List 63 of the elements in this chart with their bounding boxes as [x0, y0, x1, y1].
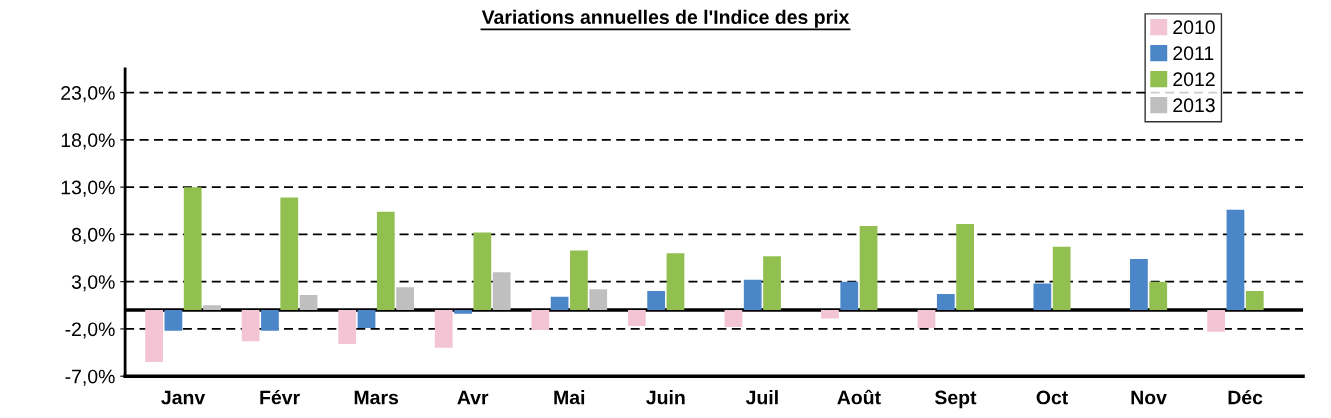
x-tick-label: Nov — [1131, 390, 1167, 405]
bar — [357, 310, 376, 328]
bar — [145, 310, 163, 363]
y-tick-label: 18,0% — [61, 133, 115, 150]
bar — [821, 310, 839, 319]
bar — [1052, 246, 1071, 311]
bar — [859, 225, 878, 311]
bar — [936, 293, 955, 311]
bar — [531, 310, 550, 330]
legend-label: 2011 — [1173, 46, 1214, 61]
bar — [299, 294, 318, 311]
bar — [280, 197, 299, 311]
bar — [454, 310, 472, 314]
x-tick-label: Août — [837, 389, 881, 405]
bar — [956, 224, 974, 311]
bar — [1033, 283, 1052, 311]
legend-label: 2010 — [1173, 20, 1215, 35]
bar — [627, 310, 646, 327]
y-tick-label: 8,0% — [71, 227, 115, 244]
bar — [1207, 310, 1226, 332]
legend-label: 2012 — [1173, 72, 1215, 87]
y-tick-label: 3,0% — [71, 275, 115, 292]
chart-title: Variations annuelles de l'Indice des prix — [481, 9, 850, 28]
bar — [1226, 209, 1245, 311]
bar — [183, 187, 202, 311]
x-tick-label: Oct — [1036, 390, 1068, 405]
bar — [1245, 291, 1264, 311]
bar — [550, 296, 569, 311]
bar — [917, 310, 936, 328]
bar — [570, 250, 588, 311]
bar — [743, 279, 762, 311]
x-tick-label: Avr — [457, 390, 489, 405]
bar — [1130, 258, 1148, 311]
y-tick-label: -2,0% — [65, 322, 115, 339]
x-tick-label: Sept — [934, 390, 977, 409]
bar — [666, 253, 685, 311]
bar — [763, 256, 781, 311]
bar — [647, 291, 666, 311]
x-tick-label: Juil — [745, 390, 778, 405]
bar — [203, 305, 221, 311]
y-tick-label: 13,0% — [61, 180, 115, 197]
bar — [241, 310, 260, 342]
y-tick-label: -7,0% — [65, 369, 115, 386]
bar — [376, 211, 395, 311]
bar — [589, 289, 608, 311]
x-tick-label: Janv — [161, 390, 206, 405]
bar — [434, 310, 453, 348]
bar — [396, 287, 414, 311]
x-tick-label: Déc — [1228, 389, 1263, 405]
bar — [164, 310, 183, 331]
bar — [261, 310, 279, 331]
bar — [840, 281, 859, 311]
bar — [724, 310, 743, 328]
x-tick-label: Févr — [260, 389, 300, 405]
y-tick-label: 23,0% — [61, 86, 115, 103]
x-tick-label: Mars — [354, 390, 399, 405]
x-tick-label: Mai — [554, 390, 585, 405]
x-tick-label: Juin — [646, 390, 685, 405]
bar — [1149, 281, 1168, 311]
legend-label: 2013 — [1173, 98, 1215, 113]
bar — [338, 310, 357, 345]
bar — [492, 272, 511, 311]
bar — [473, 232, 492, 311]
